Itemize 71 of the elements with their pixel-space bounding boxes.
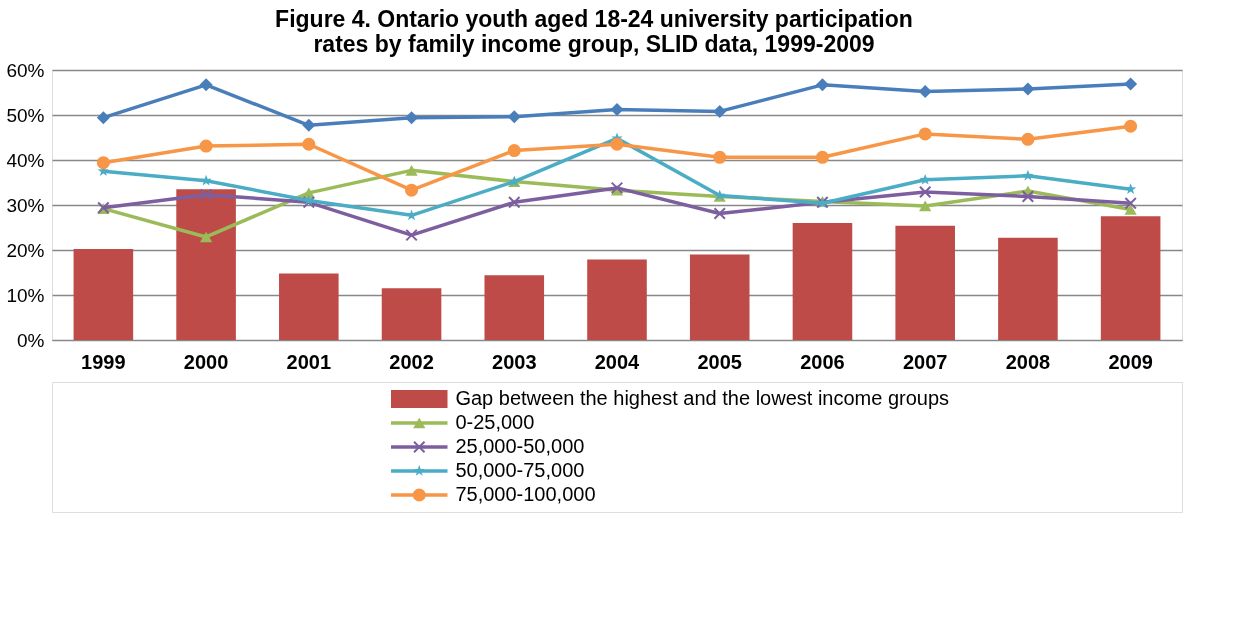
- legend-label: 75,000-100,000: [455, 483, 596, 505]
- point: [815, 78, 829, 92]
- point: [96, 111, 110, 125]
- point: [919, 200, 932, 212]
- point: [1124, 77, 1138, 91]
- point: [507, 110, 521, 124]
- point: [1022, 169, 1034, 181]
- point: [1124, 119, 1138, 133]
- legend-label: 25,000-50,000: [455, 435, 585, 457]
- point: [1124, 196, 1137, 210]
- x-tick-label: 1999: [81, 350, 126, 373]
- x-tick-label: 2008: [1005, 350, 1051, 373]
- point: [96, 156, 110, 170]
- x-tick-label: 2007: [902, 350, 948, 373]
- point: [302, 137, 316, 151]
- x-tick-label: 2001: [286, 350, 332, 373]
- bar: [73, 249, 134, 340]
- point: [1021, 82, 1035, 96]
- x-tick-label: 2003: [492, 350, 537, 373]
- bar: [895, 225, 955, 340]
- point: [918, 185, 932, 199]
- bar: [484, 275, 545, 340]
- point: [199, 139, 213, 153]
- bar: [792, 223, 853, 340]
- point: [713, 150, 727, 164]
- bar: [279, 273, 339, 340]
- bar: [176, 189, 236, 340]
- point: [610, 137, 624, 151]
- chart-title: Figure 4. Ontario youth aged 18-24 university participation rates by family income group, SLID data, 1999-2009: [275, 5, 913, 57]
- point: [405, 228, 418, 242]
- y-tick-label: 0%: [17, 329, 45, 351]
- point: [610, 103, 624, 117]
- point: [918, 85, 932, 99]
- point: [1124, 204, 1137, 215]
- point: [713, 207, 726, 220]
- bar: [689, 254, 750, 340]
- legend-label: 0-25,000: [455, 411, 535, 433]
- bar: [1100, 216, 1161, 340]
- point: [919, 173, 931, 185]
- x-tick-label: 2000: [183, 350, 229, 373]
- point: [199, 231, 213, 243]
- x-tick-label: 2006: [800, 350, 845, 373]
- x-tick-label: 2004: [594, 350, 641, 373]
- point: [199, 188, 213, 201]
- legend-label: 50,000-75,000: [455, 459, 585, 481]
- x-tick-label: 2005: [697, 350, 742, 373]
- point: [508, 196, 521, 209]
- y-tick-label: 60%: [6, 59, 45, 81]
- bar: [381, 288, 442, 340]
- y-tick-label: 20%: [6, 239, 45, 261]
- point: [918, 127, 932, 141]
- point: [815, 150, 829, 164]
- point: [199, 78, 213, 92]
- point: [302, 118, 316, 132]
- bar: [998, 237, 1058, 340]
- point: [405, 165, 418, 176]
- y-tick-label: 10%: [6, 284, 45, 306]
- point: [405, 183, 419, 197]
- point: [1021, 190, 1035, 203]
- y-tick-label: 40%: [6, 149, 45, 171]
- bar: [587, 259, 647, 340]
- point: [1021, 132, 1035, 146]
- y-tick-label: 30%: [6, 194, 45, 216]
- point: [507, 144, 521, 158]
- x-tick-label: 2002: [389, 350, 434, 373]
- point: [713, 104, 727, 118]
- y-tick-label: 50%: [6, 104, 45, 126]
- x-tick-label: 2009: [1108, 350, 1153, 373]
- legend-label: Gap between the highest and the lowest income groups: [455, 387, 950, 409]
- point: [200, 174, 212, 186]
- point: [405, 111, 419, 125]
